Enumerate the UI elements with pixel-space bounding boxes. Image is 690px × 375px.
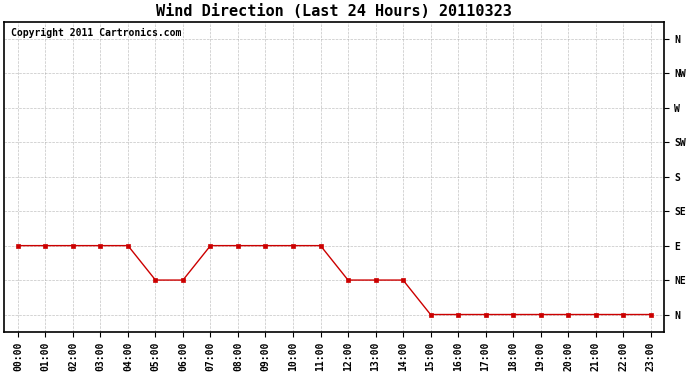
Title: Wind Direction (Last 24 Hours) 20110323: Wind Direction (Last 24 Hours) 20110323 [157,4,512,19]
Text: Copyright 2011 Cartronics.com: Copyright 2011 Cartronics.com [11,28,181,38]
